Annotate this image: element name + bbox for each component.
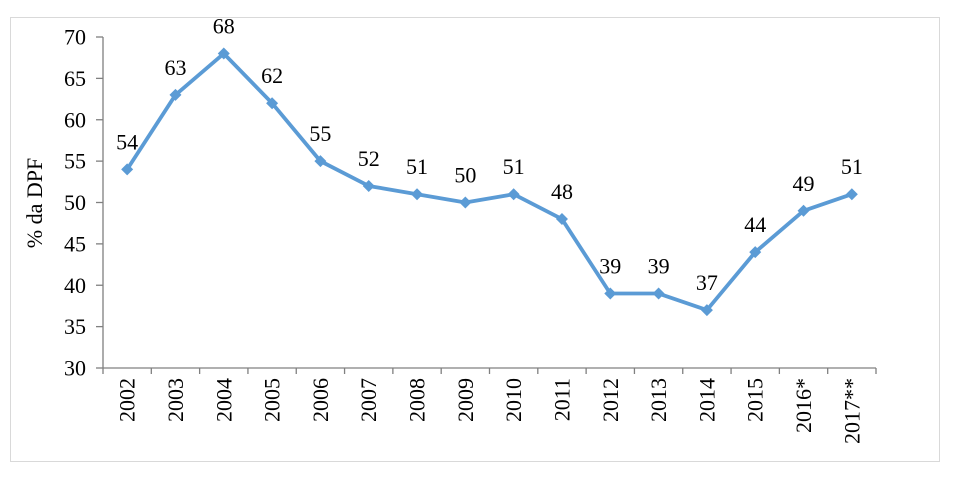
y-axis-tick-label: 60	[64, 107, 86, 132]
data-point-label: 49	[793, 171, 815, 196]
x-axis-tick-label: 2012	[598, 378, 623, 422]
data-point-marker	[845, 188, 858, 201]
data-point-label: 39	[648, 254, 670, 279]
y-axis-tick-label: 50	[64, 190, 86, 215]
data-point-marker	[266, 97, 279, 110]
y-axis-tick-label: 35	[64, 314, 86, 339]
data-point-marker	[362, 179, 375, 192]
data-point-label: 52	[358, 146, 380, 171]
x-axis-tick-label: 2005	[260, 378, 285, 422]
x-axis-tick-label: 2008	[405, 378, 430, 422]
data-point-label: 48	[551, 179, 573, 204]
data-point-label: 51	[503, 154, 525, 179]
data-point-marker	[604, 287, 617, 300]
x-axis-tick-label: 2002	[115, 378, 140, 422]
series-line	[125, 51, 854, 312]
data-point-marker	[507, 188, 520, 201]
data-point-marker	[217, 47, 230, 60]
x-axis-tick-label: 2010	[501, 378, 526, 422]
data-point-marker	[169, 88, 182, 101]
data-point-label: 54	[116, 129, 138, 154]
data-point-label: 51	[841, 154, 863, 179]
data-point-label: 44	[744, 212, 766, 237]
data-point-marker	[797, 204, 810, 217]
x-axis-tick-label: 2004	[211, 378, 236, 422]
y-axis-tick-label: 30	[64, 356, 86, 381]
data-point-label: 37	[696, 270, 718, 295]
data-point-marker	[411, 188, 424, 201]
data-point-marker	[700, 304, 713, 317]
data-point-label: 39	[599, 254, 621, 279]
x-axis-tick-label: 2006	[308, 378, 333, 422]
data-point-label: 68	[213, 14, 235, 39]
data-point-marker	[314, 155, 327, 168]
data-point-marker	[121, 163, 134, 176]
data-point-marker	[459, 196, 472, 209]
chart-frame	[10, 17, 940, 462]
y-axis-tick-label: 55	[64, 149, 86, 174]
x-axis-tick-label: 2016*	[791, 378, 816, 433]
y-axis-tick-label: 40	[64, 273, 86, 298]
x-axis-tick-label: 2003	[163, 378, 188, 422]
x-axis-tick-label: 2017**	[839, 378, 864, 444]
x-axis-tick-label: 2015	[743, 378, 768, 422]
data-point-label: 50	[454, 163, 476, 188]
data-point-label: 63	[164, 55, 186, 80]
y-axis-tick-label: 65	[64, 66, 86, 91]
data-point-marker	[749, 246, 762, 259]
x-axis-tick-label: 2013	[646, 378, 671, 422]
data-point-marker	[555, 213, 568, 226]
x-axis-tick-label: 2014	[694, 378, 719, 422]
x-axis-tick-label: 2007	[356, 378, 381, 422]
data-point-marker	[652, 287, 665, 300]
data-point-label: 55	[309, 121, 331, 146]
y-axis-title: % da DPF	[22, 158, 47, 248]
data-point-label: 51	[406, 154, 428, 179]
y-axis-tick-label: 45	[64, 231, 86, 256]
x-axis-tick-label: 2009	[453, 378, 478, 422]
data-point-label: 62	[261, 63, 283, 88]
y-axis-tick-label: 70	[64, 25, 86, 50]
x-axis-tick-label: 2011	[549, 378, 574, 421]
